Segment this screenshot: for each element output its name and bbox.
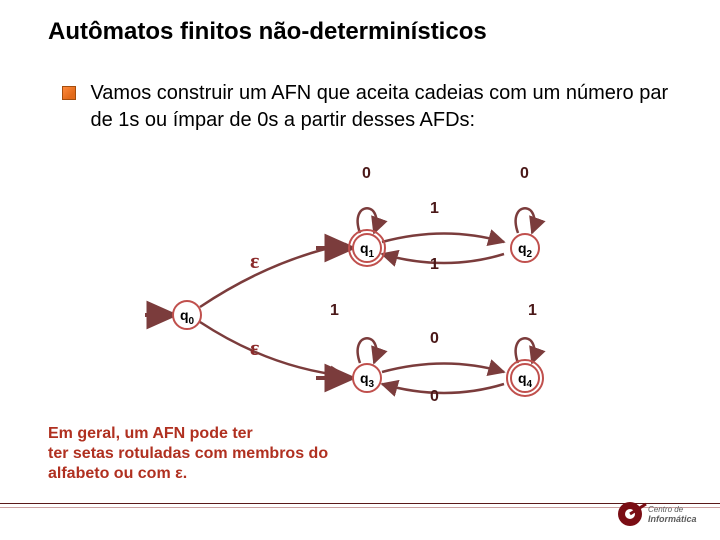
edge-label: 1 <box>430 200 439 218</box>
footer-divider <box>0 503 720 504</box>
footnote-line: alfabeto ou com ε. <box>48 464 328 484</box>
edge-label: 0 <box>520 165 529 183</box>
state-q3: q3 <box>352 363 382 393</box>
state-q2: q2 <box>510 233 540 263</box>
svg-text:Informática: Informática <box>648 514 697 524</box>
state-q0: q0 <box>172 300 202 330</box>
edge-label: 1 <box>430 256 439 274</box>
footnote-line: Em geral, um AFN pode ter <box>48 424 328 444</box>
state-label: q3 <box>360 370 374 386</box>
edge-label: 1 <box>528 302 537 320</box>
footer-logo: Centro de Informática <box>616 494 700 534</box>
edge-label: 0 <box>430 330 439 348</box>
edge-label-eps-2: ε <box>250 335 259 361</box>
edge-label-eps-1: ε <box>250 248 259 274</box>
edge-label: 0 <box>430 388 439 406</box>
footnote: Em geral, um AFN pode ter ter setas rotu… <box>48 424 328 484</box>
slide: Autômatos finitos não-determinísticos Va… <box>0 0 720 540</box>
edge-label: 1 <box>330 302 339 320</box>
state-label: q2 <box>518 240 532 256</box>
svg-text:Centro de: Centro de <box>648 505 684 514</box>
state-label: q4 <box>518 370 532 386</box>
state-label: q0 <box>180 307 194 323</box>
state-label: q1 <box>360 240 374 256</box>
state-q4: q4 <box>510 363 540 393</box>
footer-band <box>0 508 720 540</box>
state-q1: q1 <box>352 233 382 263</box>
footnote-line: ter setas rotuladas com membros do <box>48 444 328 464</box>
edge-label: 0 <box>362 165 371 183</box>
